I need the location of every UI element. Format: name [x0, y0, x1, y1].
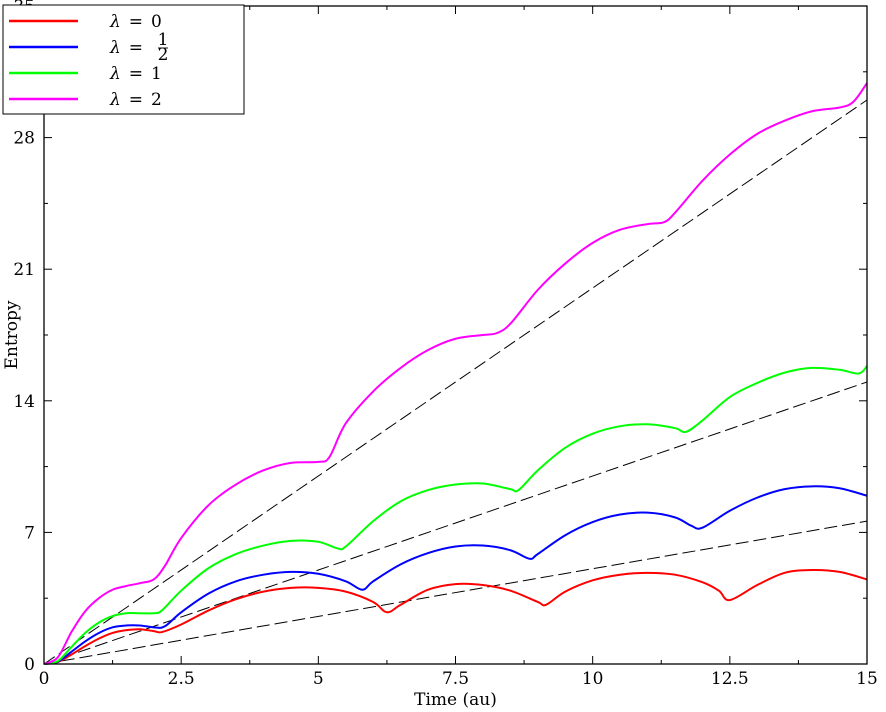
reference-line-0 — [43, 99, 868, 665]
x-axis-label: Time (au) — [414, 690, 497, 710]
legend-label-1: λ = — [109, 38, 143, 58]
reference-line-1 — [43, 381, 868, 665]
x-tick-label: 0 — [39, 669, 50, 689]
legend: λ = 0 λ = 1 2 λ = 1 λ = 2 — [2, 4, 245, 115]
legend-value-3: 2 — [151, 90, 162, 110]
x-tick-label: 12.5 — [711, 669, 749, 689]
legend-lambda-3: λ — [109, 90, 121, 110]
reference-lines — [43, 99, 868, 665]
y-tick-label: 0 — [24, 655, 35, 675]
legend-label-2: λ = 1 — [109, 64, 162, 84]
x-tick-label: 7.5 — [442, 669, 469, 689]
series-line-1 — [43, 485, 868, 665]
legend-frac-den-1: 2 — [158, 45, 169, 65]
y-tick-label: 28 — [13, 129, 35, 149]
y-tick-label: 7 — [24, 523, 35, 543]
legend-value-0: 0 — [151, 12, 162, 32]
legend-frac-num-1: 1 — [158, 30, 169, 50]
series-line-2 — [43, 365, 868, 665]
y-axis-label: Entropy — [2, 300, 22, 369]
series-line-3 — [43, 82, 868, 665]
series-line-0 — [43, 568, 868, 665]
legend-label-0: λ = 0 — [109, 12, 162, 32]
series-lines — [43, 82, 868, 665]
legend-box — [2, 4, 245, 115]
x-tick-label: 10 — [582, 669, 604, 689]
x-tick-label: 5 — [313, 669, 324, 689]
legend-lambda-0: λ — [109, 12, 121, 32]
reference-line-2 — [43, 520, 868, 665]
legend-lambda-1: λ — [109, 38, 121, 58]
x-tick-label: 2.5 — [168, 669, 195, 689]
legend-value-2: 1 — [151, 64, 162, 84]
x-tick-label: 15 — [856, 669, 878, 689]
y-tick-label: 21 — [13, 260, 35, 280]
y-tick-label: 14 — [13, 392, 35, 412]
legend-label-3: λ = 2 — [109, 90, 162, 110]
legend-lambda-2: λ — [109, 64, 121, 84]
